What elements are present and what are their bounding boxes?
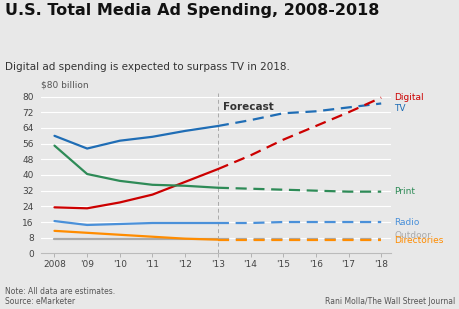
- Text: Directories: Directories: [393, 236, 442, 245]
- Text: Digital ad spending is expected to surpass TV in 2018.: Digital ad spending is expected to surpa…: [5, 62, 289, 72]
- Text: Note: All data are estimates.
Source: eMarketer: Note: All data are estimates. Source: eM…: [5, 286, 114, 306]
- Text: $80 billion: $80 billion: [41, 80, 89, 90]
- Text: Radio: Radio: [393, 218, 419, 226]
- Text: Print: Print: [393, 187, 414, 196]
- Text: Forecast: Forecast: [222, 103, 273, 112]
- Text: Outdoor: Outdoor: [393, 231, 430, 240]
- Text: Digital: Digital: [393, 93, 423, 102]
- Text: Rani Molla/The Wall Street Journal: Rani Molla/The Wall Street Journal: [325, 297, 454, 306]
- Text: U.S. Total Media Ad Spending, 2008-2018: U.S. Total Media Ad Spending, 2008-2018: [5, 3, 378, 18]
- Text: TV: TV: [393, 104, 405, 113]
